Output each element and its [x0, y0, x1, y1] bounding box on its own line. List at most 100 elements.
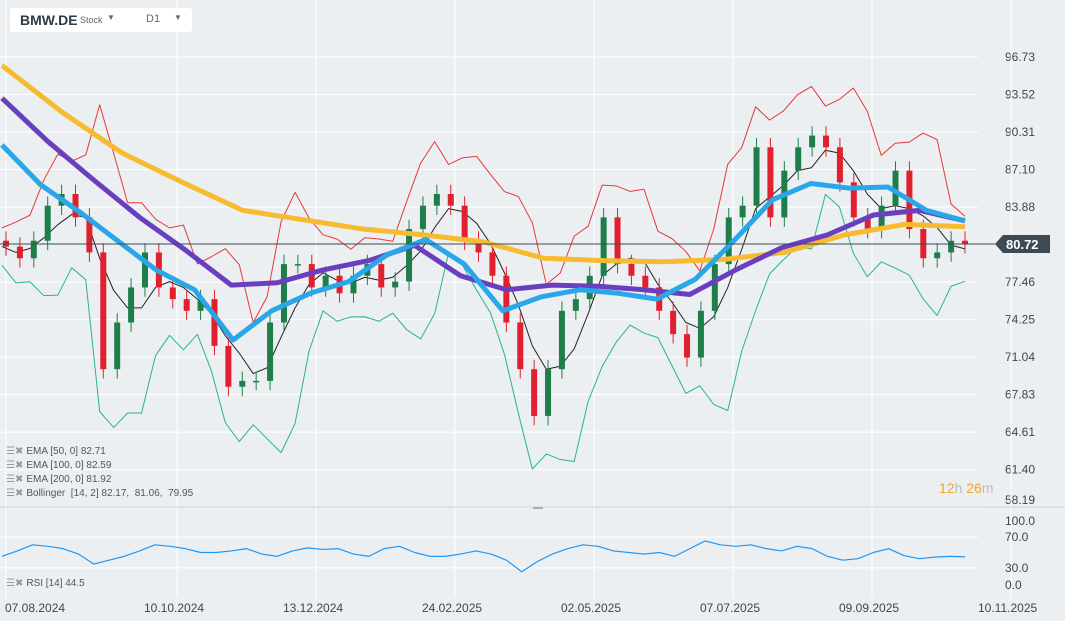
candle — [503, 266, 510, 332]
candle-body — [614, 217, 621, 265]
y-tick-label: 87.10 — [1005, 162, 1035, 176]
candle-body — [406, 229, 413, 282]
candle-body — [628, 264, 635, 276]
candle-body — [962, 240, 968, 244]
candle — [711, 254, 718, 321]
rsi-tick-label: 30.0 — [1005, 561, 1029, 575]
candle-body — [461, 205, 468, 241]
legend-label: EMA [100, 0] 82.59 — [26, 460, 112, 471]
x-tick-label: 02.05.2025 — [561, 601, 621, 615]
candle — [44, 196, 51, 251]
chevron-down-icon[interactable]: ▼ — [107, 13, 115, 22]
candle-body — [44, 205, 51, 241]
x-tick-label: 24.02.2025 — [422, 601, 482, 615]
chevron-down-icon[interactable]: ▼ — [174, 13, 182, 22]
candle-body — [141, 252, 148, 288]
instrument-type: Stock — [80, 15, 103, 25]
candle — [211, 289, 218, 356]
candle-body — [850, 182, 857, 218]
candle — [725, 208, 732, 274]
candle-body — [211, 299, 218, 346]
rsi-tick-label: 100.0 — [1005, 514, 1035, 528]
rsi-tick-label: 70.0 — [1005, 530, 1029, 544]
candle-body — [378, 264, 385, 288]
candle — [948, 231, 955, 262]
candle-body — [294, 264, 301, 266]
candle-body — [725, 217, 732, 265]
bollinger-middle — [1, 149, 966, 375]
legend-ema50[interactable]: ☰✖ EMA [50, 0] 82.71 — [6, 446, 106, 457]
settings-close-icon[interactable]: ☰✖ — [6, 488, 24, 499]
y-tick-label: 58.19 — [1005, 493, 1035, 507]
x-tick-label: 10.11.2025 — [978, 601, 1037, 615]
candle — [447, 184, 454, 216]
ema200-line — [0, 63, 966, 265]
candle — [767, 137, 774, 227]
candle — [684, 324, 691, 367]
candle — [100, 243, 107, 379]
candle-body — [600, 217, 607, 276]
symbol-bar[interactable]: BMW.DE Stock ▼ D1 ▼ — [10, 8, 192, 32]
candle-body — [197, 299, 204, 311]
legend-rsi[interactable]: ☰✖ RSI [14] 44.5 — [6, 578, 85, 589]
candle — [697, 301, 704, 367]
candle-body — [267, 322, 274, 381]
candle-body — [489, 252, 496, 276]
candle — [280, 254, 287, 332]
candle-body — [711, 264, 718, 311]
candle — [406, 219, 413, 291]
x-tick-label: 13.12.2024 — [283, 601, 343, 615]
timeframe-select[interactable]: D1 — [146, 13, 161, 25]
candle-body — [239, 380, 246, 387]
legend-ema200[interactable]: ☰✖ EMA [200, 0] 81.92 — [6, 474, 111, 485]
x-tick-label: 09.09.2025 — [839, 601, 899, 615]
x-tick-label: 07.08.2024 — [5, 601, 65, 615]
settings-close-icon[interactable]: ☰✖ — [6, 578, 24, 589]
candle-body — [684, 334, 691, 358]
candle — [850, 172, 857, 227]
candle-body — [572, 299, 579, 311]
settings-close-icon[interactable]: ☰✖ — [6, 446, 24, 457]
candle — [809, 126, 816, 157]
candle-body — [753, 147, 760, 206]
candle — [892, 161, 899, 216]
legend-label: EMA [200, 0] 81.92 — [26, 474, 112, 485]
y-tick-label: 77.46 — [1005, 275, 1035, 289]
y-tick-label: 67.83 — [1005, 388, 1035, 402]
legend-ema100[interactable]: ☰✖ EMA [100, 0] 82.59 — [6, 460, 111, 471]
symbol-name[interactable]: BMW.DE — [20, 12, 78, 28]
candle-body — [433, 194, 440, 206]
legend-label: EMA [50, 0] 82.71 — [26, 446, 106, 457]
candle-body — [517, 322, 524, 370]
candle — [30, 231, 37, 268]
candle — [614, 208, 621, 274]
candle — [114, 313, 121, 379]
candle-body — [447, 194, 454, 206]
candle-body — [86, 217, 93, 253]
candle-body — [72, 194, 79, 218]
candle-body — [419, 205, 426, 230]
y-tick-label: 74.25 — [1005, 313, 1035, 327]
candle — [836, 137, 843, 192]
legend-bollinger[interactable]: ☰✖ Bollinger [14, 2] 82.17, 81.06, 79.95 — [6, 488, 193, 499]
rsi-line — [1, 540, 966, 573]
candle-body — [642, 275, 649, 288]
candle — [823, 126, 830, 157]
candle — [392, 272, 399, 297]
settings-close-icon[interactable]: ☰✖ — [6, 460, 24, 471]
candle-body — [823, 135, 830, 148]
candle-body — [836, 147, 843, 183]
candle-body — [100, 252, 107, 370]
candle — [475, 231, 482, 262]
candle — [169, 278, 176, 309]
candle-body — [308, 264, 315, 288]
candle-body — [697, 310, 704, 358]
y-tick-label: 93.52 — [1005, 87, 1035, 101]
candle — [253, 371, 260, 391]
candle-body — [558, 310, 565, 370]
settings-close-icon[interactable]: ☰✖ — [6, 474, 24, 485]
y-tick-label: 83.88 — [1005, 200, 1035, 214]
candle — [962, 231, 968, 254]
candle — [572, 289, 579, 321]
